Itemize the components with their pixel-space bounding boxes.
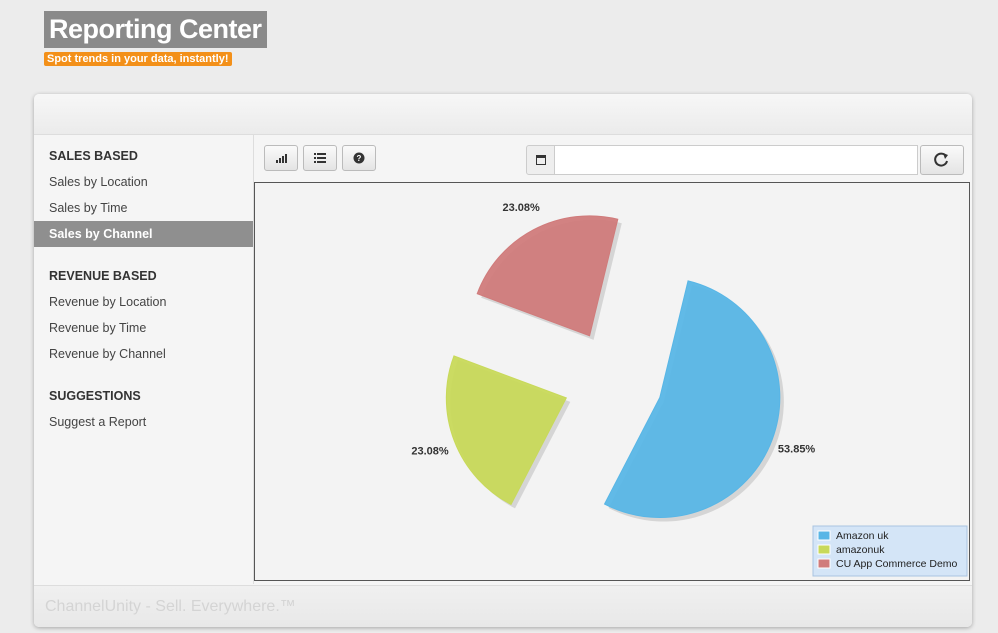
page-subtitle: Spot trends in your data, instantly! xyxy=(44,52,232,66)
legend-label: CU App Commerce Demo xyxy=(836,558,958,570)
legend-box xyxy=(812,525,968,577)
pie-slice xyxy=(476,215,619,337)
panel: SALES BASED Sales by Location Sales by Tim… xyxy=(34,94,972,627)
sidebar-heading: SALES BASED xyxy=(49,149,138,163)
sidebar-link[interactable]: Revenue by Location xyxy=(49,295,167,309)
calendar-icon[interactable] xyxy=(526,145,556,175)
help-button[interactable]: ? xyxy=(342,145,376,171)
chart-view-button[interactable] xyxy=(264,145,298,171)
sidebar-link[interactable]: Suggest a Report xyxy=(49,415,147,429)
sidebar-link[interactable]: Revenue by Time xyxy=(49,321,147,335)
data-label: 23.08% xyxy=(411,445,449,457)
pie-chart: 53.85% 23.08% 23.08% Amazon uk amazonuk CU Ap… xyxy=(411,202,968,577)
sidebar-link[interactable]: Sales by Location xyxy=(49,175,148,189)
data-label: 23.08% xyxy=(503,202,541,214)
date-input[interactable] xyxy=(554,145,918,175)
page-title: Reporting Center xyxy=(44,11,267,48)
svg-text:?: ? xyxy=(357,154,362,163)
panel-topbar xyxy=(34,94,972,135)
legend-label: Amazon uk xyxy=(836,530,889,542)
sidebar: SALES BASED Sales by Location Sales by Tim… xyxy=(34,135,254,584)
sidebar-link[interactable]: Sales by Time xyxy=(49,201,128,215)
refresh-button[interactable] xyxy=(920,145,964,175)
list-view-button[interactable] xyxy=(303,145,337,171)
sidebar-link[interactable]: Sales by Channel xyxy=(34,221,253,247)
sidebar-link[interactable]: Revenue by Channel xyxy=(49,347,166,361)
pie-slice xyxy=(445,355,568,506)
data-label: 53.85% xyxy=(778,444,816,456)
legend-swatch xyxy=(817,558,831,569)
chart-area: 53.85% 23.08% 23.08% Amazon uk amazonuk CU Ap… xyxy=(254,182,970,581)
sidebar-heading: REVENUE BASED xyxy=(49,269,157,283)
pie-slice xyxy=(603,280,781,518)
legend-label: amazonuk xyxy=(836,544,885,556)
footer: ChannelUnity - Sell. Everywhere.™ xyxy=(34,585,972,627)
legend-swatch xyxy=(817,544,831,555)
legend-swatch xyxy=(817,530,831,541)
sidebar-heading: SUGGESTIONS xyxy=(49,389,141,403)
